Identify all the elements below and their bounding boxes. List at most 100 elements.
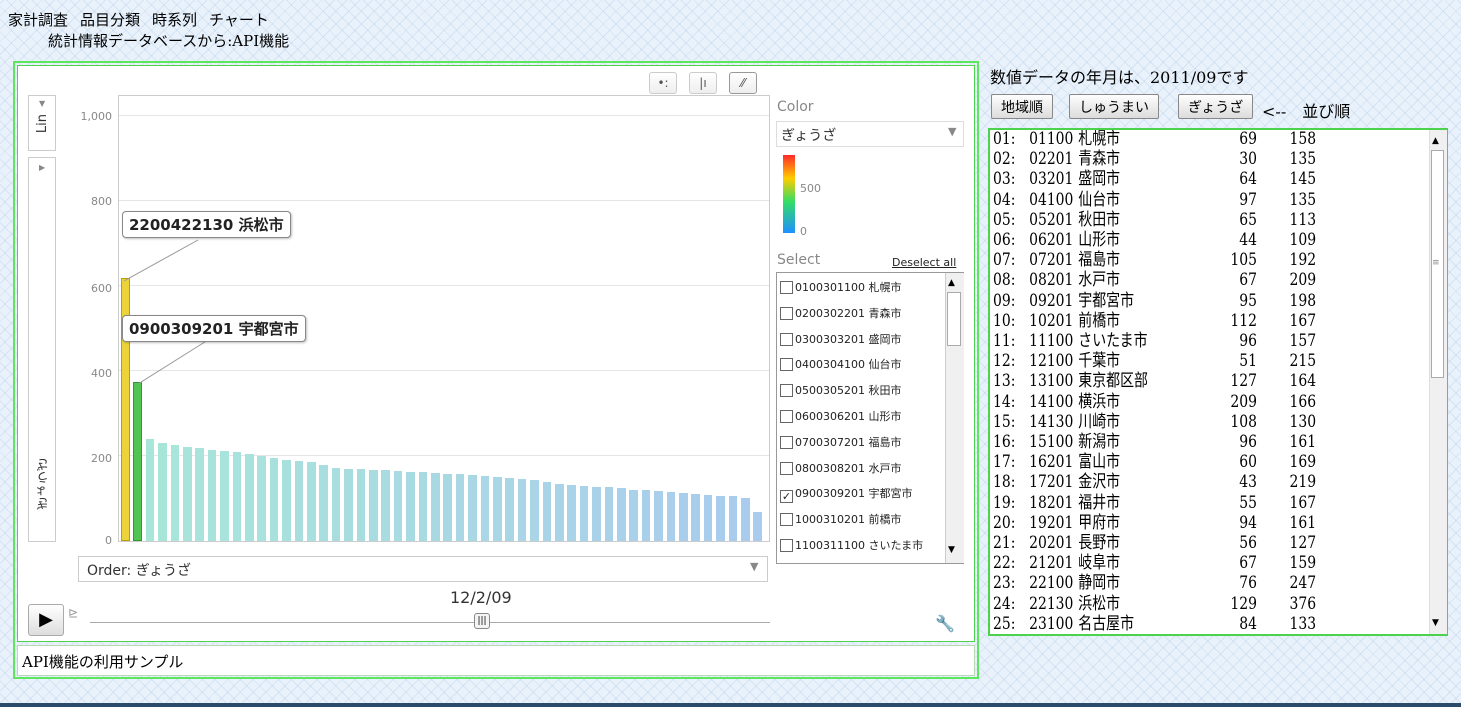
scroll-down-icon[interactable]: ▼ bbox=[1432, 618, 1439, 628]
nav-jikeiretsu[interactable]: 時系列 bbox=[152, 11, 198, 29]
bar-mark[interactable] bbox=[282, 460, 291, 541]
order-select[interactable]: Order: ぎょうざ bbox=[78, 556, 768, 582]
bar-mark[interactable] bbox=[679, 493, 688, 541]
line-chart-icon[interactable]: ⁄⁄ bbox=[729, 72, 757, 94]
bar-mark[interactable] bbox=[245, 453, 254, 541]
bar-mark[interactable] bbox=[133, 381, 142, 541]
select-checkbox[interactable] bbox=[780, 281, 793, 294]
bar-mark[interactable] bbox=[579, 485, 589, 541]
bar-mark[interactable] bbox=[493, 477, 502, 541]
bar-mark[interactable] bbox=[183, 446, 192, 541]
bar-mark[interactable] bbox=[617, 488, 626, 541]
play-button[interactable]: ▶ bbox=[28, 604, 64, 636]
scroll-up-icon[interactable]: ▲ bbox=[1432, 136, 1439, 146]
bar-mark[interactable] bbox=[393, 470, 403, 541]
bar-mark[interactable] bbox=[344, 468, 353, 541]
bar-mark[interactable] bbox=[294, 461, 304, 541]
y-axis-variable-button[interactable]: ▶ ぎょうざ bbox=[28, 157, 56, 542]
bar-mark[interactable] bbox=[207, 449, 217, 541]
select-list-item[interactable]: 0500305201 秋田市 bbox=[780, 382, 901, 402]
sort-region-button[interactable]: 地域順 bbox=[991, 94, 1053, 119]
bar-mark[interactable] bbox=[530, 480, 539, 541]
bar-mark[interactable] bbox=[468, 475, 477, 541]
bar-mark[interactable] bbox=[517, 478, 527, 541]
bar-mark[interactable] bbox=[629, 489, 638, 541]
city-list-scroll-thumb[interactable] bbox=[1431, 150, 1444, 378]
select-list-item[interactable]: 0400304100 仙台市 bbox=[780, 356, 901, 376]
time-slider-thumb[interactable]: ||| bbox=[474, 613, 490, 629]
bar-mark[interactable] bbox=[443, 473, 452, 541]
bar-mark[interactable] bbox=[145, 439, 155, 541]
select-checkbox[interactable] bbox=[780, 384, 793, 398]
bar-mark[interactable] bbox=[555, 483, 564, 541]
color-select[interactable]: ぎょうざ bbox=[776, 121, 964, 147]
city-data-list[interactable]: 01: 01100 札幌市 69 158 02: 02201 青森市 30 135 03: 03201… bbox=[988, 128, 1448, 636]
bar-mark[interactable] bbox=[455, 474, 465, 541]
deselect-all-link[interactable]: Deselect all bbox=[892, 256, 957, 269]
bar-mark[interactable] bbox=[654, 491, 663, 541]
bar-mark[interactable] bbox=[369, 469, 378, 541]
bar-mark[interactable] bbox=[666, 492, 676, 541]
bar-mark[interactable] bbox=[220, 450, 229, 541]
bar-mark[interactable] bbox=[170, 445, 180, 541]
bar-mark[interactable] bbox=[307, 462, 316, 541]
select-list-scroll-thumb[interactable] bbox=[947, 292, 961, 346]
sort-shumai-button[interactable]: しゅうまい bbox=[1069, 94, 1159, 119]
bar-mark[interactable] bbox=[431, 473, 440, 541]
bar-mark[interactable] bbox=[158, 443, 167, 541]
nav-kakei[interactable]: 家計調査 bbox=[8, 11, 69, 29]
select-list-item[interactable]: 0100301100 札幌市 bbox=[780, 279, 901, 299]
axis-scale-button[interactable]: ▼ Lin bbox=[28, 95, 56, 151]
bar-mark[interactable] bbox=[604, 487, 614, 541]
nav-hinmoku[interactable]: 品目分類 bbox=[80, 11, 141, 29]
select-list-item[interactable]: ✓ 0900309201 宇都宮市 bbox=[780, 485, 912, 505]
select-checkbox[interactable] bbox=[780, 513, 793, 527]
nav-chart[interactable]: チャート bbox=[209, 11, 269, 29]
bar-mark[interactable] bbox=[269, 458, 279, 541]
select-list-item[interactable]: 0600306201 山形市 bbox=[780, 408, 901, 428]
select-checkbox[interactable]: ✓ bbox=[780, 490, 793, 504]
select-checkbox[interactable] bbox=[780, 410, 793, 423]
select-checkbox[interactable] bbox=[780, 461, 793, 475]
bar-mark[interactable] bbox=[592, 486, 601, 541]
select-list-item[interactable]: 0300303201 盛岡市 bbox=[780, 331, 901, 351]
bar-mark[interactable] bbox=[232, 451, 242, 541]
select-checkbox[interactable] bbox=[780, 332, 793, 346]
bar-mark[interactable] bbox=[319, 465, 328, 541]
select-checkbox[interactable] bbox=[780, 435, 793, 449]
select-checkbox[interactable] bbox=[780, 539, 793, 552]
bar-mark[interactable] bbox=[703, 495, 713, 541]
bar-mark[interactable] bbox=[480, 475, 490, 541]
step-speed-icon[interactable]: ⊵ bbox=[68, 606, 79, 620]
bar-mark[interactable] bbox=[691, 494, 700, 541]
select-list-item[interactable]: 0800308201 水戸市 bbox=[780, 460, 901, 480]
entity-select-list[interactable]: 0100301100 札幌市 0200302201 青森市 0300303201 盛… bbox=[776, 272, 964, 564]
scroll-up-icon[interactable]: ▲ bbox=[948, 278, 955, 288]
bar-chart-icon[interactable]: |ı bbox=[689, 72, 717, 94]
bar-callout-utsunomiya[interactable]: 0900309201 宇都宮市 bbox=[122, 315, 306, 342]
bar-mark[interactable] bbox=[331, 467, 341, 541]
bar-mark[interactable] bbox=[641, 490, 651, 541]
select-checkbox[interactable] bbox=[780, 306, 793, 320]
bar-callout-hamamatsu[interactable]: 2200422130 浜松市 bbox=[122, 211, 291, 238]
select-list-item[interactable]: 1200312100 千葉市 bbox=[780, 563, 901, 564]
select-list-item[interactable]: 1100311100 さいたま市 bbox=[780, 537, 923, 557]
bar-mark[interactable] bbox=[257, 456, 266, 541]
sort-gyoza-button[interactable]: ぎょうざ bbox=[1178, 94, 1254, 119]
bar-mark[interactable] bbox=[542, 481, 552, 541]
bar-mark[interactable] bbox=[195, 448, 204, 541]
bar-mark[interactable] bbox=[728, 496, 738, 541]
bar-mark[interactable] bbox=[381, 470, 390, 541]
bar-mark[interactable] bbox=[741, 497, 750, 541]
time-slider-track[interactable] bbox=[90, 622, 770, 623]
bar-mark[interactable] bbox=[406, 471, 415, 541]
wrench-icon[interactable]: 🔧 bbox=[935, 614, 955, 633]
bar-mark[interactable] bbox=[121, 277, 130, 541]
bar-mark[interactable] bbox=[505, 478, 514, 541]
bar-mark[interactable] bbox=[356, 468, 366, 541]
select-list-item[interactable]: 0700307201 福島市 bbox=[780, 434, 901, 454]
bar-mark[interactable] bbox=[716, 495, 725, 541]
bubble-chart-icon[interactable]: •: bbox=[649, 72, 677, 94]
bar-mark[interactable] bbox=[567, 484, 576, 541]
scroll-down-icon[interactable]: ▼ bbox=[948, 545, 955, 555]
